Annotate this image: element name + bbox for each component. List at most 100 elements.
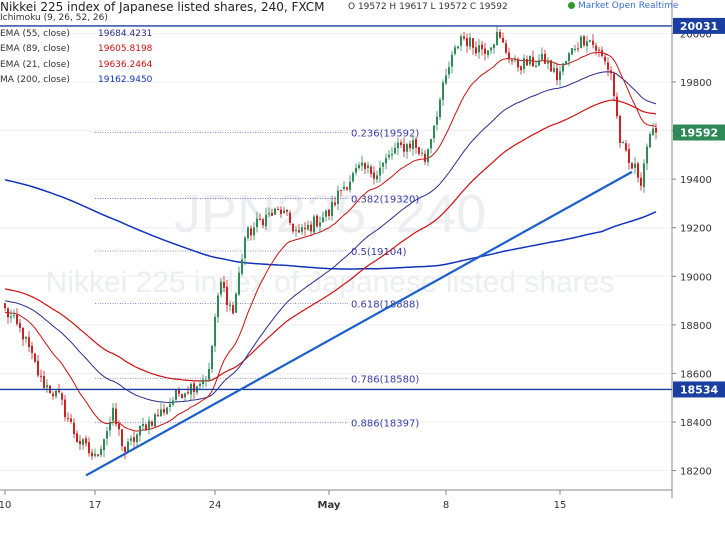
candle-body: [238, 272, 240, 295]
candle-body: [490, 47, 492, 51]
candle-body: [73, 422, 75, 435]
candle-body: [58, 390, 60, 393]
candle-body: [235, 293, 237, 313]
fibonacci-levels: 0.236(19592) 0.382(19320) 0.5(19104) 0.618(…: [95, 129, 419, 430]
candle-body: [253, 227, 255, 236]
candle-body: [532, 57, 534, 67]
legend-row[interactable]: MA (200, close) 19162.9450: [0, 75, 152, 85]
candle-body: [91, 452, 93, 457]
candle-body: [241, 259, 243, 274]
candle-body: [592, 40, 594, 45]
candle-body: [577, 48, 579, 50]
candle-body: [151, 421, 153, 426]
candle-body: [250, 228, 252, 236]
candle-body: [574, 48, 576, 50]
candle-body: [523, 58, 525, 70]
candle-body: [568, 53, 570, 62]
candle-body: [193, 383, 195, 392]
candle-body: [415, 139, 417, 148]
candle-body: [295, 229, 297, 231]
candle-body: [412, 140, 414, 149]
candle-body: [550, 60, 552, 72]
candle-body: [598, 49, 600, 51]
legend-label: Ichimoku (9, 26, 52, 26): [0, 13, 108, 23]
candle-body: [208, 369, 210, 380]
candle-body: [643, 163, 645, 187]
candle-body: [130, 438, 132, 441]
candle-body: [289, 212, 291, 223]
fib-label-0.5: 0.5(19104): [351, 247, 407, 258]
y-tick-label: 19400: [680, 175, 712, 186]
realtime-label: Realtime: [638, 1, 679, 11]
candle-body: [514, 58, 516, 61]
candle-body: [166, 407, 168, 414]
candle-body: [160, 409, 162, 417]
y-tick-label: 19800: [680, 78, 712, 89]
candle-body: [172, 400, 174, 405]
candle-body: [283, 210, 285, 214]
candle-body: [436, 116, 438, 125]
fib-label-0.382: 0.382(19320): [351, 195, 419, 206]
legend-row[interactable]: EMA (21, close) 19636.2464: [0, 60, 152, 70]
candle-body: [562, 63, 564, 72]
candle-body: [379, 167, 381, 176]
y-tick-label: 19000: [680, 272, 712, 283]
candle-body: [169, 404, 171, 408]
candle-body: [244, 237, 246, 259]
y-tick-label: 18800: [680, 321, 712, 332]
candle-body: [115, 408, 117, 425]
candle-body: [544, 53, 546, 64]
candle-body: [145, 424, 147, 431]
candle-body: [511, 60, 513, 62]
candle-body: [613, 73, 615, 96]
candle-body: [316, 215, 318, 227]
candle-body: [424, 153, 426, 162]
moving-averages: [4, 51, 657, 432]
legend-row[interactable]: EMA (89, close) 19605.8198: [0, 44, 152, 54]
candle-body: [367, 165, 369, 169]
candle-body: [640, 177, 642, 186]
candle-body: [445, 75, 447, 84]
candle-body: [646, 146, 648, 164]
candle-body: [589, 40, 591, 42]
candle-body: [271, 212, 273, 216]
x-tick-label: May: [318, 500, 341, 511]
candle-body: [439, 99, 441, 118]
candle-body: [373, 172, 375, 179]
candle-body: [430, 139, 432, 149]
candle-body: [7, 308, 9, 318]
legend-value: 19684.4231: [98, 28, 153, 39]
candle-body: [121, 429, 123, 447]
candle-body: [403, 143, 405, 152]
legend-row[interactable]: EMA (55, close) 19684.4231: [0, 29, 152, 39]
candle-body: [28, 337, 30, 347]
candle-body: [409, 143, 411, 149]
level-18534-tag-label: 18534: [680, 383, 719, 396]
legend-value: 19605.8198: [98, 44, 153, 54]
candle-body: [61, 393, 63, 400]
candle-body: [478, 45, 480, 53]
level-20031-tag-label: 20031: [680, 20, 718, 33]
candle-body: [505, 43, 507, 53]
drawn-lines: [0, 25, 672, 477]
candle-body: [199, 383, 201, 386]
candle-body: [55, 390, 57, 397]
candle-body: [433, 125, 435, 139]
candle-body: [499, 31, 501, 38]
candle-body: [100, 448, 102, 456]
candle-body: [262, 219, 264, 226]
candle-body: [361, 162, 363, 166]
candlesticks: [4, 25, 657, 460]
candle-body: [304, 227, 306, 230]
candle-body: [349, 181, 351, 190]
candle-body: [346, 187, 348, 190]
chart-title: Nikkei 225 index of Japanese listed shar…: [0, 0, 325, 14]
candle-body: [553, 68, 555, 72]
candle-body: [85, 438, 87, 444]
candle-body: [475, 47, 477, 54]
candle-body: [118, 423, 120, 430]
legend-row[interactable]: Ichimoku (9, 26, 52, 26): [0, 13, 108, 23]
candle-body: [529, 55, 531, 65]
candle-body: [124, 446, 126, 453]
